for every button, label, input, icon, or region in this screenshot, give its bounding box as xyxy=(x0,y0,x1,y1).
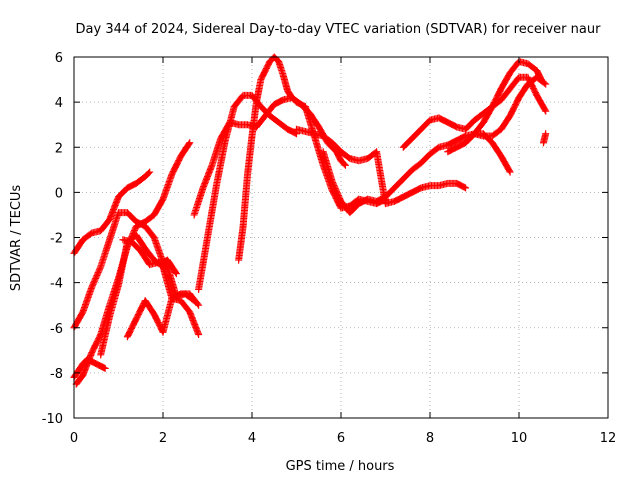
series-track-14 xyxy=(444,58,545,156)
series-markers xyxy=(72,139,194,388)
series-markers xyxy=(444,58,545,156)
series-track-4 xyxy=(72,139,194,388)
x-axis-label: GPS time / hours xyxy=(286,459,395,474)
y-tick-label: 0 xyxy=(55,186,63,201)
series-markers xyxy=(293,125,470,208)
series-markers xyxy=(539,130,550,147)
chart-title: Day 344 of 2024, Sidereal Day-to-day VTE… xyxy=(76,22,602,37)
y-tick-label: 6 xyxy=(55,51,63,66)
y-tick-label: -4 xyxy=(50,277,63,292)
series-markers xyxy=(471,130,514,176)
series-markers xyxy=(319,73,550,217)
x-tick-label: 4 xyxy=(248,431,256,446)
x-tick-label: 0 xyxy=(70,431,78,446)
x-tick-label: 6 xyxy=(337,431,345,446)
y-tick-label: 2 xyxy=(55,141,63,156)
series-markers xyxy=(195,91,300,293)
series-markers xyxy=(123,294,203,341)
data-layer xyxy=(70,53,550,388)
y-tick-label: -2 xyxy=(50,232,63,247)
x-tick-label: 8 xyxy=(426,431,434,446)
series-track-15 xyxy=(471,130,514,176)
y-tick-label: 4 xyxy=(55,96,63,111)
x-tick-label: 2 xyxy=(159,431,167,446)
series-track-6 xyxy=(123,294,203,341)
series-track-7 xyxy=(119,236,198,305)
y-tick-label: -10 xyxy=(42,412,63,427)
series-track-8 xyxy=(195,91,300,293)
series-track-12 xyxy=(319,73,550,217)
y-axis-label: SDTVAR / TECUs xyxy=(9,185,24,292)
y-tick-label: -6 xyxy=(50,322,63,337)
x-tick-label: 10 xyxy=(511,431,528,446)
series-markers xyxy=(119,236,198,305)
series-track-11 xyxy=(293,125,470,208)
series-track-16 xyxy=(539,130,550,147)
x-tick-label: 12 xyxy=(600,431,617,446)
ticks: 0 2 4 6 8 10 12 -10 -8 -6 -4 -2 0 2 4 6 xyxy=(42,51,617,446)
y-tick-label: -8 xyxy=(50,367,63,382)
